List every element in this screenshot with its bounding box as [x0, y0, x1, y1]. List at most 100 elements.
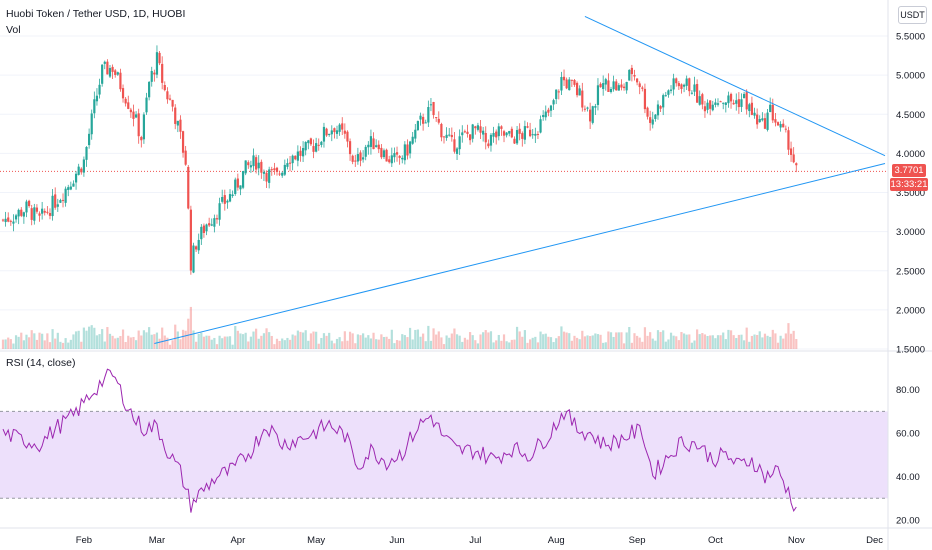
candle [526, 126, 529, 128]
volume-bar [735, 338, 738, 349]
candle [108, 68, 112, 77]
volume-bar [643, 327, 647, 349]
candle [497, 126, 500, 137]
candle [604, 79, 607, 85]
volume-bar [492, 342, 495, 349]
volume-bar [20, 332, 23, 349]
volume-bar [698, 334, 701, 349]
candle [471, 124, 474, 139]
candle [536, 133, 540, 135]
candle [299, 150, 302, 156]
candle [158, 52, 161, 64]
volume-bar [633, 333, 636, 349]
volume-bar [296, 330, 299, 349]
candle [270, 169, 273, 171]
volume-bar [745, 327, 748, 349]
candle [779, 124, 782, 128]
candle [594, 106, 597, 108]
volume-bar [369, 338, 373, 349]
candle [735, 100, 738, 104]
candle [354, 160, 357, 162]
candle [161, 63, 164, 83]
candle [565, 79, 568, 89]
volume-bar [377, 339, 380, 349]
candle [35, 207, 39, 212]
volume-bar [249, 336, 252, 349]
volume-bar [17, 336, 20, 349]
volume-bar [656, 330, 660, 349]
candle [766, 112, 769, 130]
candle [636, 78, 639, 83]
volume-bar [565, 332, 568, 349]
price-tick-label: 3.5000 [896, 188, 925, 199]
candle [753, 112, 756, 116]
volume-bar [573, 335, 576, 349]
price-scale[interactable]: 5.5000 5.0000 4.5000 4.0000 3.5000 3.0000 2.50… [896, 32, 925, 356]
candle [416, 121, 420, 131]
volume-bar [270, 335, 273, 349]
volume-bar [54, 338, 57, 349]
candle [132, 111, 135, 119]
trendlines[interactable] [154, 15, 886, 345]
month-label: Oct [708, 535, 723, 546]
volume-bar [197, 333, 200, 349]
volume-bar [281, 338, 284, 349]
volume-bar [437, 331, 440, 349]
candle [114, 70, 117, 75]
candle [596, 85, 600, 105]
volume-bar [740, 334, 743, 349]
volume-bar [505, 341, 508, 349]
volume-bar [155, 332, 159, 349]
volume-bar [703, 334, 707, 349]
candle [654, 114, 657, 119]
candle [56, 204, 59, 207]
volume-bar [189, 306, 192, 349]
candle [448, 134, 451, 136]
volume-bar [487, 332, 490, 349]
candle [643, 88, 647, 110]
candle [95, 95, 99, 102]
volume-bar [458, 335, 461, 349]
volume-bar [85, 330, 88, 349]
candle [437, 118, 440, 123]
volume-bar [286, 337, 289, 349]
month-label: Jun [389, 535, 404, 546]
candle [33, 207, 36, 221]
volume-bar [495, 340, 498, 349]
price-tick-label: 3.0000 [896, 227, 925, 238]
candle [7, 217, 10, 222]
candle [748, 104, 751, 112]
volume-bar [549, 337, 553, 349]
candle [286, 163, 289, 167]
volume-bar [153, 334, 156, 349]
volume-bar [312, 331, 315, 349]
candle [54, 194, 57, 208]
candle [150, 70, 153, 82]
volume-bar [367, 335, 370, 349]
candle [64, 188, 67, 203]
volume-bar [737, 334, 740, 349]
candle [685, 78, 688, 86]
candle [510, 128, 513, 138]
volume-bar [529, 339, 532, 349]
price-tick-label: 2.5000 [896, 266, 925, 277]
candle [701, 94, 704, 105]
candle [468, 134, 472, 141]
candle [583, 108, 587, 110]
candle [291, 155, 294, 164]
rsi-band [0, 411, 888, 499]
volume-bar [210, 339, 213, 349]
candle [709, 100, 712, 109]
volume-bar [223, 336, 226, 349]
volume-bar [132, 336, 135, 349]
candle [12, 221, 15, 224]
candle [539, 119, 542, 133]
candle [638, 83, 641, 88]
candle [432, 102, 435, 116]
volume-bar [380, 334, 383, 349]
candle [646, 107, 649, 117]
currency-button[interactable]: USDT [898, 6, 927, 24]
time-scale[interactable]: Feb Mar Apr May Jun Jul Aug Sep Oct Nov Dec [76, 535, 884, 546]
candle [375, 145, 378, 147]
